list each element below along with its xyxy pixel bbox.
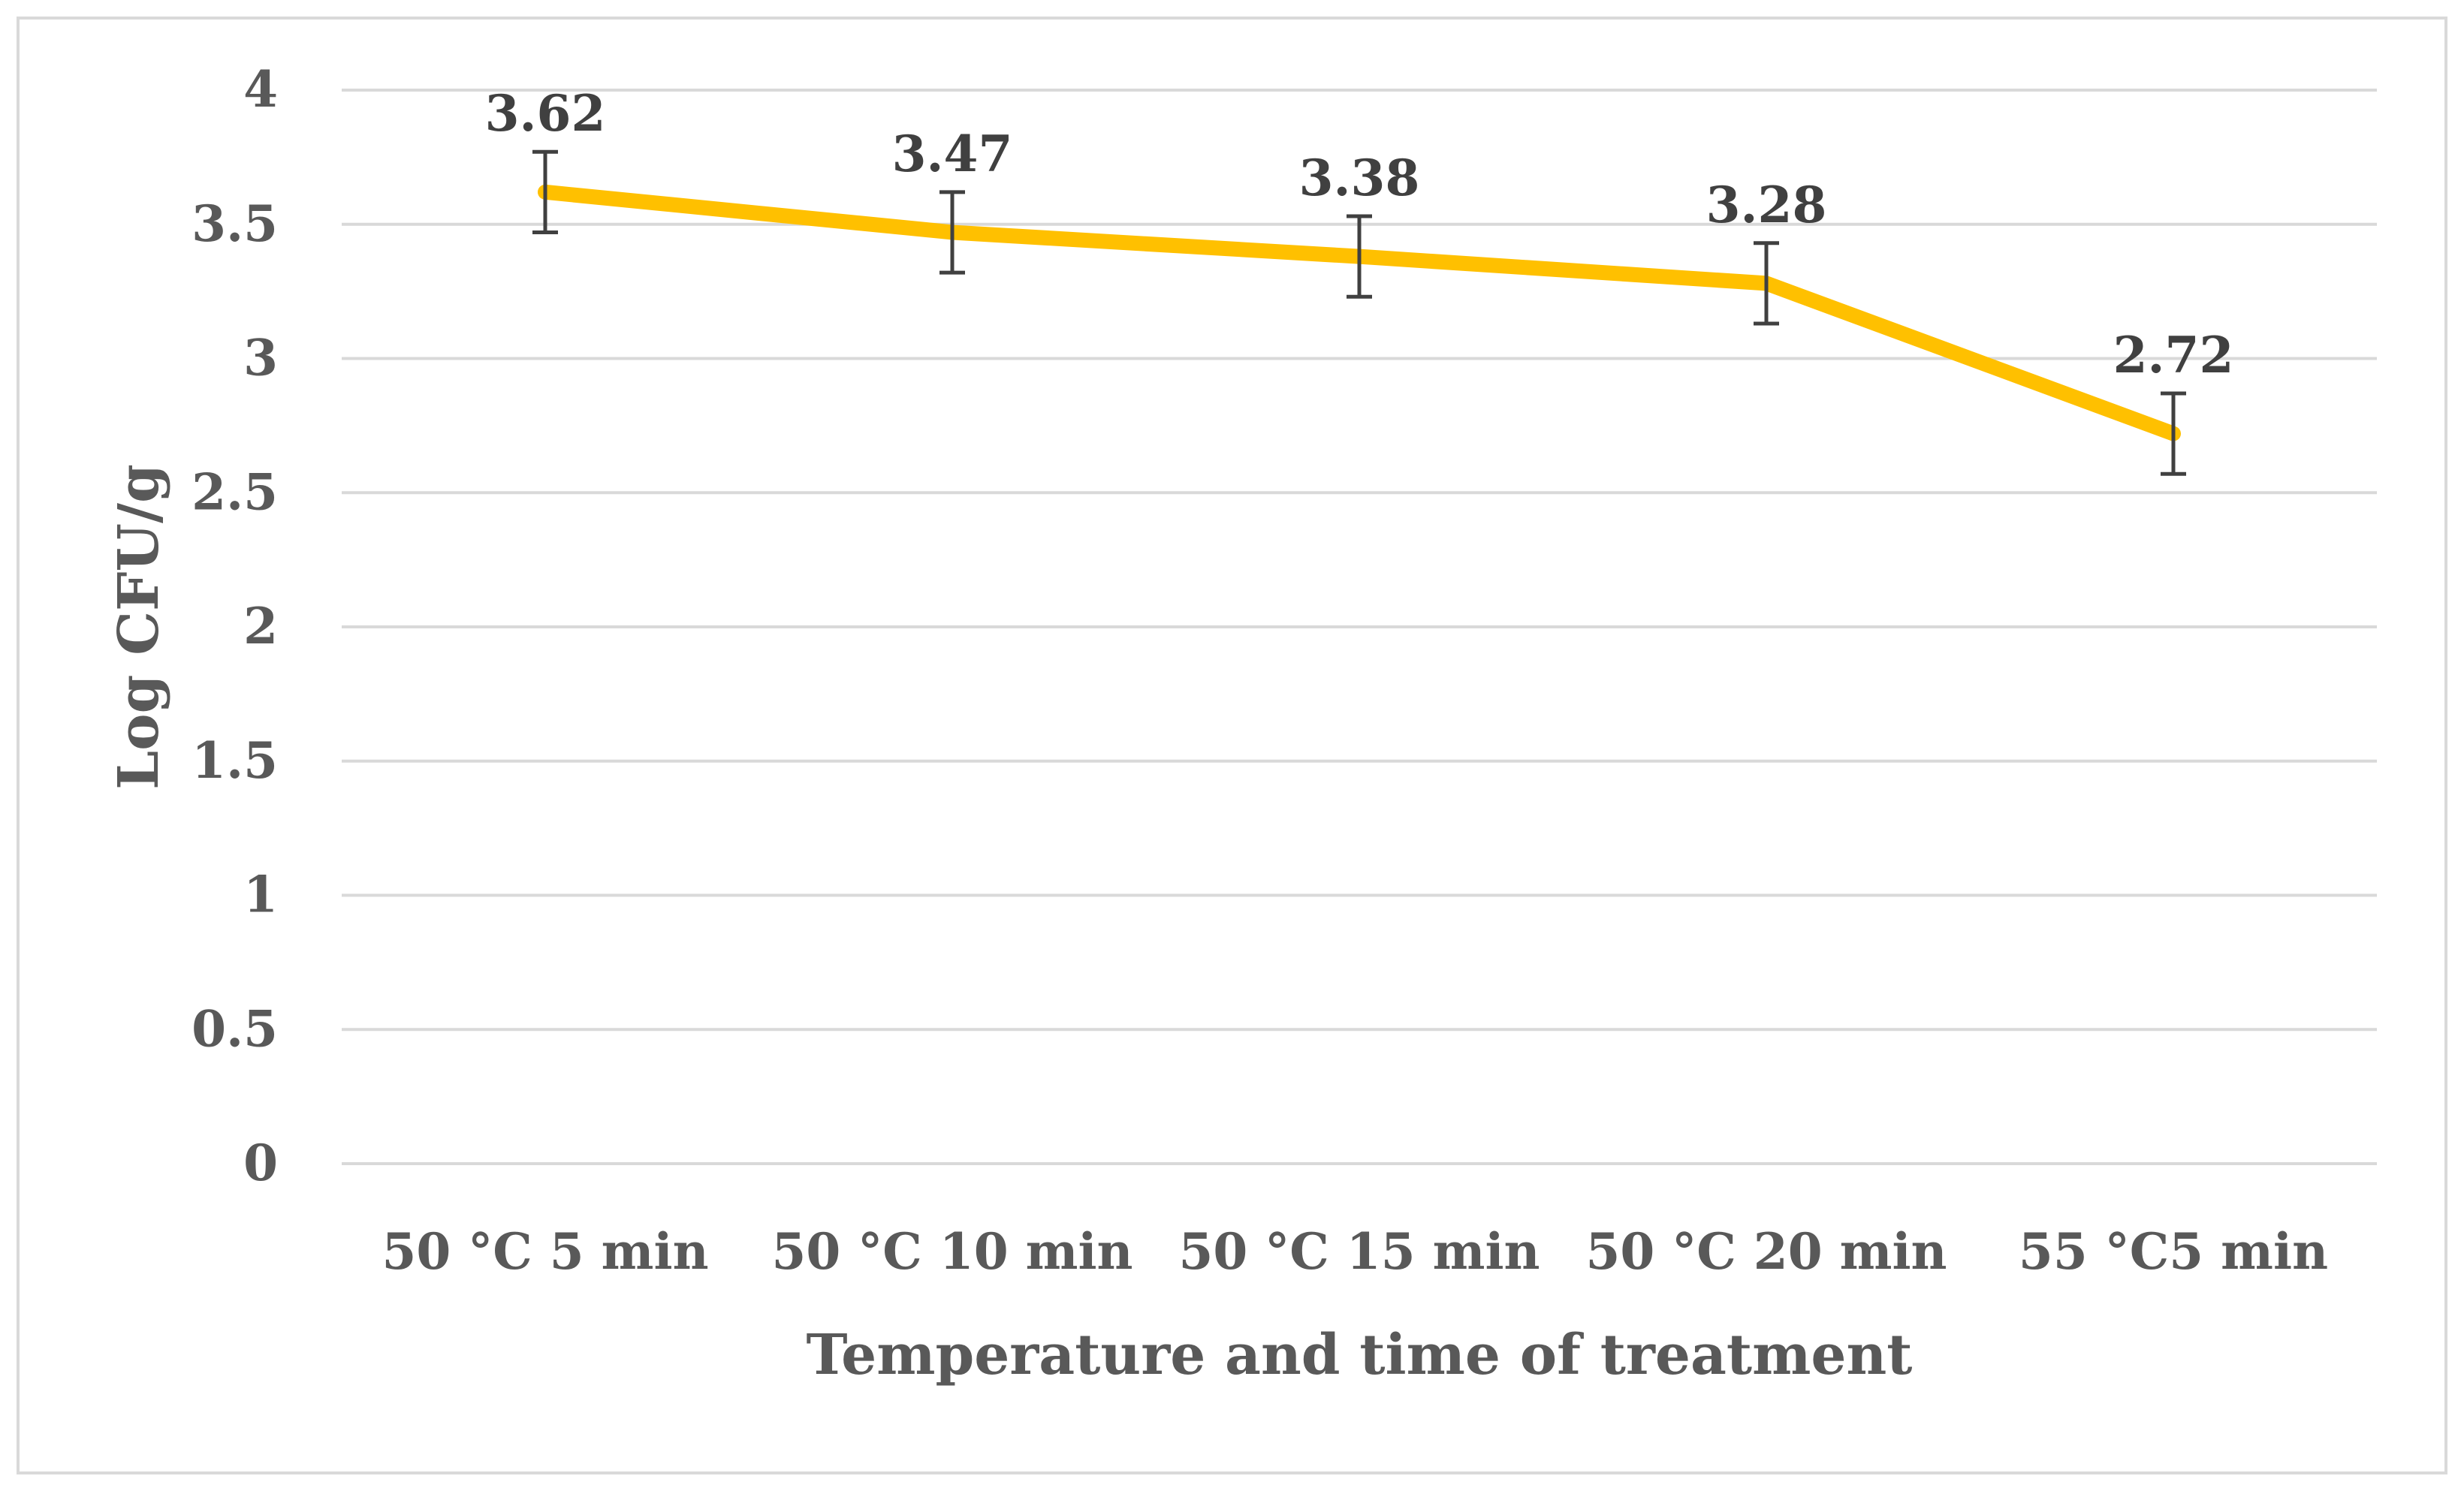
data-label: 3.38 <box>1299 149 1420 207</box>
y-tick-label: 0 <box>243 1134 278 1192</box>
data-label: 2.72 <box>2113 326 2234 384</box>
error-bar <box>2161 391 2186 476</box>
y-tick-label: 3 <box>243 329 278 387</box>
data-label: 3.47 <box>892 125 1013 183</box>
x-tick-label: 50 °C 15 min <box>1178 1222 1540 1281</box>
error-bars <box>532 149 2186 476</box>
y-tick-label: 3.5 <box>192 194 278 253</box>
error-bar <box>939 190 965 275</box>
y-tick-label: 0.5 <box>192 999 278 1058</box>
chart-border <box>17 17 2447 1474</box>
y-axis-title: Log CFU/g <box>107 464 171 790</box>
y-tick-label: 4 <box>243 60 278 119</box>
y-tick-label: 2 <box>243 597 278 655</box>
x-tick-label: 50 °C 10 min <box>771 1222 1132 1281</box>
error-bar <box>1347 214 1372 299</box>
x-tick-label: 50 °C 20 min <box>1585 1222 1947 1281</box>
data-label: 3.28 <box>1706 176 1827 234</box>
data-label: 3.62 <box>485 84 606 143</box>
data-labels: 3.62 3.47 3.38 3.28 2.72 <box>485 84 2234 384</box>
y-tick-label: 1 <box>243 866 278 924</box>
x-axis-title: Temperature and time of treatment <box>807 1323 1913 1387</box>
y-tick-label: 1.5 <box>192 731 278 790</box>
y-tick-label: 2.5 <box>192 462 278 521</box>
x-tick-label: 50 °C 5 min <box>382 1222 708 1281</box>
x-axis-tick-labels: 50 °C 5 min 50 °C 10 min 50 °C 15 min 50 °C… <box>382 1222 2328 1281</box>
error-bar <box>1754 241 1779 326</box>
y-axis-tick-labels: 0 0.5 1 1.5 2 2.5 3 3.5 4 <box>192 60 278 1192</box>
x-tick-label: 55 °C5 min <box>2019 1222 2328 1281</box>
gridlines <box>342 89 2377 1165</box>
error-bar <box>532 149 558 234</box>
